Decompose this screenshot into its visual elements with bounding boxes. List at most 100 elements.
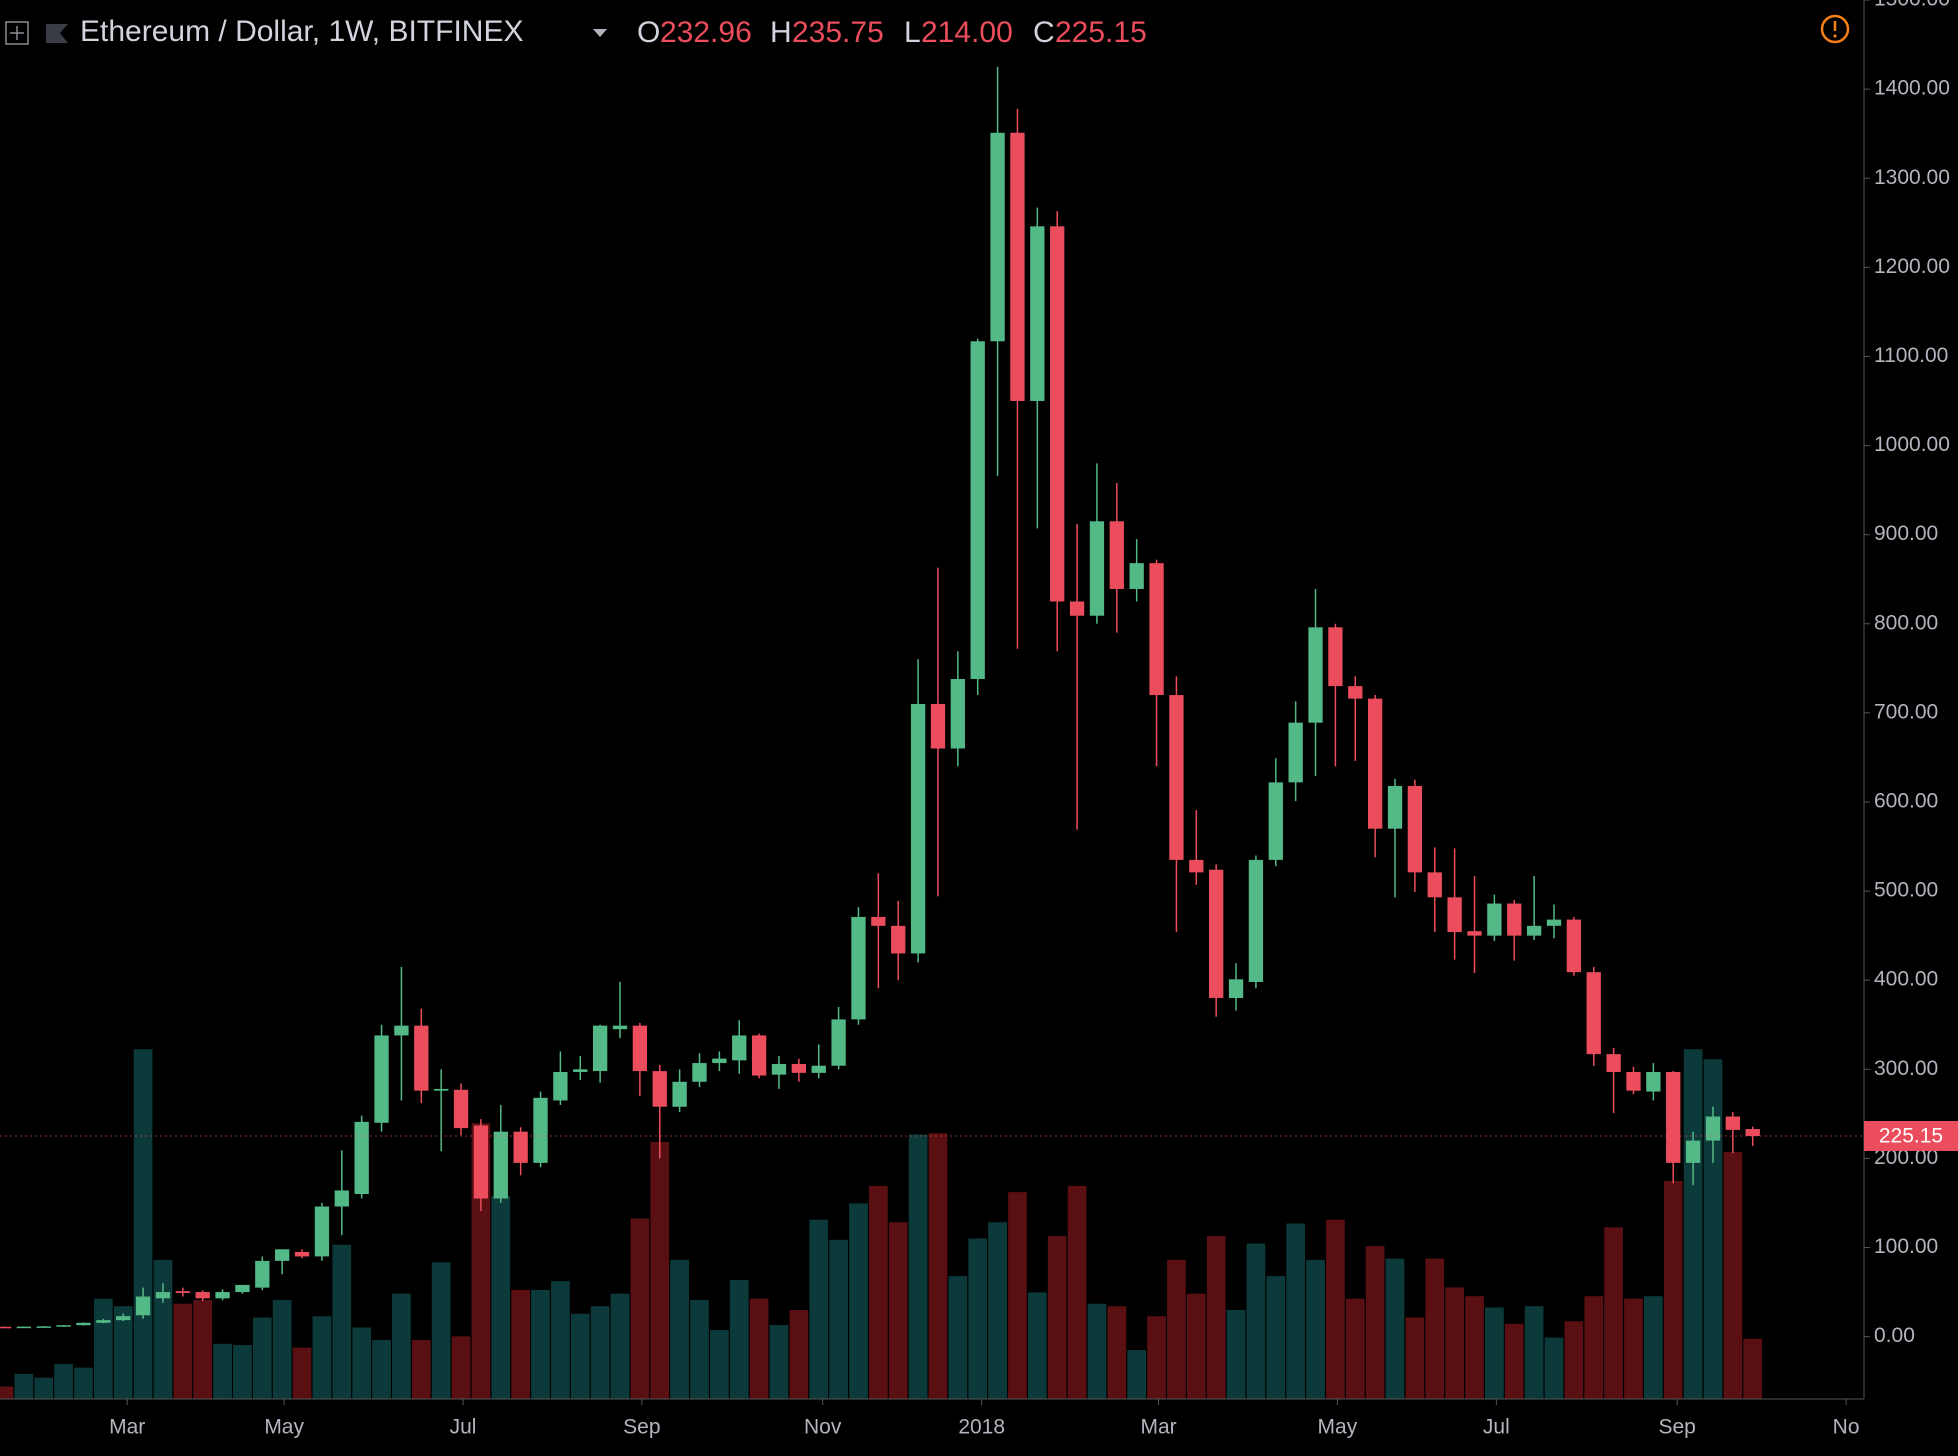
candle-body xyxy=(96,1320,111,1323)
y-tick-label: 400.00 xyxy=(1874,968,1938,991)
volume-bar xyxy=(1206,1236,1226,1399)
volume-bar xyxy=(729,1279,749,1399)
volume-bar xyxy=(74,1367,93,1399)
dropdown-caret[interactable] xyxy=(593,29,607,37)
x-tick-label: Sep xyxy=(1659,1416,1696,1439)
candle-body xyxy=(553,1071,568,1101)
volume-bar xyxy=(1147,1316,1166,1399)
candle-body xyxy=(811,1065,826,1073)
ohlc-value: 225.15 xyxy=(1055,16,1147,49)
expand-icon[interactable] xyxy=(5,21,29,45)
x-tick-label: May xyxy=(264,1416,304,1439)
y-tick-label: 800.00 xyxy=(1874,611,1938,634)
volume-bar xyxy=(710,1330,729,1399)
volume-bar xyxy=(869,1185,888,1399)
candle-body xyxy=(135,1296,151,1316)
volume-bar xyxy=(233,1345,252,1399)
volume-bar xyxy=(312,1316,332,1399)
candle-body xyxy=(1685,1140,1701,1163)
candle-body xyxy=(672,1081,687,1107)
x-tick-label: Mar xyxy=(1140,1416,1176,1439)
x-tick-label: Jul xyxy=(1483,1416,1510,1439)
candle-body xyxy=(294,1251,310,1257)
candle-body xyxy=(632,1025,648,1072)
candle-body xyxy=(1507,903,1522,936)
ohlc-value: 232.96 xyxy=(660,16,752,49)
ohlc-label: C xyxy=(1033,16,1055,49)
y-tick-label: 900.00 xyxy=(1874,522,1938,545)
alert-icon[interactable] xyxy=(1820,14,1850,44)
volume-bar xyxy=(1485,1307,1504,1399)
volume-bar xyxy=(888,1222,908,1399)
volume-bar xyxy=(1385,1258,1405,1399)
x-tick-label: Nov xyxy=(804,1416,842,1439)
tick-layer: 0.00 100.00 200.00 300.00 400.00 500.00 600.00… xyxy=(109,0,1950,1439)
candle-body xyxy=(970,341,985,680)
volume-bar xyxy=(928,1133,948,1399)
candle-body xyxy=(1447,897,1462,933)
candle-body xyxy=(891,925,906,954)
volume-bar xyxy=(1107,1306,1127,1399)
candle-body xyxy=(1745,1129,1760,1136)
candle-body xyxy=(1646,1071,1661,1092)
volume-bar xyxy=(491,1195,511,1399)
candle-body xyxy=(1387,785,1403,829)
candle-body xyxy=(1149,563,1164,696)
candle-body xyxy=(473,1125,489,1199)
candle-body xyxy=(16,1326,32,1329)
volume-bar xyxy=(113,1306,133,1399)
volume-bar xyxy=(1604,1227,1623,1399)
alert-icon-dot xyxy=(1833,34,1837,38)
y-tick-label: 1200.00 xyxy=(1874,255,1950,278)
candle-body xyxy=(116,1316,131,1321)
candle-body xyxy=(751,1035,767,1076)
candle-body xyxy=(1586,972,1601,1055)
ohlc-value: 235.75 xyxy=(792,16,884,49)
candle-body xyxy=(1407,785,1423,873)
volume-bar xyxy=(193,1299,213,1399)
candle-body xyxy=(1725,1116,1740,1130)
price-label-layer: 225.15 xyxy=(0,1120,1958,1151)
y-tick-label: 100.00 xyxy=(1874,1235,1938,1258)
volume-bar xyxy=(968,1238,988,1399)
candle-body xyxy=(1328,627,1343,687)
candle-body xyxy=(76,1322,91,1326)
x-tick-label: Mar xyxy=(109,1416,145,1439)
flag-icon[interactable] xyxy=(46,24,68,43)
y-tick-label: 1000.00 xyxy=(1874,433,1950,456)
volume-bar xyxy=(1345,1298,1365,1399)
symbol-title[interactable]: Ethereum / Dollar, 1W, BITFINEX xyxy=(80,15,523,48)
header: Ethereum / Dollar, 1W, BITFINEX O 232.96… xyxy=(5,14,1850,49)
volume-bar xyxy=(1306,1259,1325,1399)
candle-body xyxy=(255,1260,270,1288)
volume-bar xyxy=(908,1134,928,1399)
volume-bar xyxy=(1087,1303,1107,1399)
volume-bar xyxy=(392,1293,411,1399)
y-tick-label: 200.00 xyxy=(1874,1146,1938,1169)
candle-body xyxy=(1069,601,1085,616)
volume-bar xyxy=(1186,1293,1206,1399)
candle-body xyxy=(1209,869,1224,999)
y-tick-label: 1100.00 xyxy=(1874,344,1948,367)
volume-bar xyxy=(272,1299,292,1399)
x-tick-label: 2018 xyxy=(958,1416,1005,1439)
candle-body xyxy=(155,1292,171,1299)
candle-body xyxy=(334,1190,349,1207)
volume-bar xyxy=(511,1289,530,1399)
candle-body xyxy=(930,703,946,749)
candle-body xyxy=(195,1292,210,1299)
y-tick-label: 600.00 xyxy=(1874,790,1938,813)
volume-bar xyxy=(670,1259,689,1399)
volume-bar xyxy=(630,1218,650,1399)
candle-body xyxy=(1367,698,1383,829)
last-price-box xyxy=(1864,1120,1958,1151)
candle-body xyxy=(1189,859,1204,873)
volume-bar xyxy=(173,1303,193,1399)
candle-body xyxy=(275,1249,290,1261)
candle-body xyxy=(692,1063,707,1082)
candle-body xyxy=(573,1069,588,1072)
volume-bar xyxy=(1027,1292,1047,1399)
candle-body xyxy=(1626,1071,1641,1091)
y-tick-label: 300.00 xyxy=(1874,1057,1938,1080)
